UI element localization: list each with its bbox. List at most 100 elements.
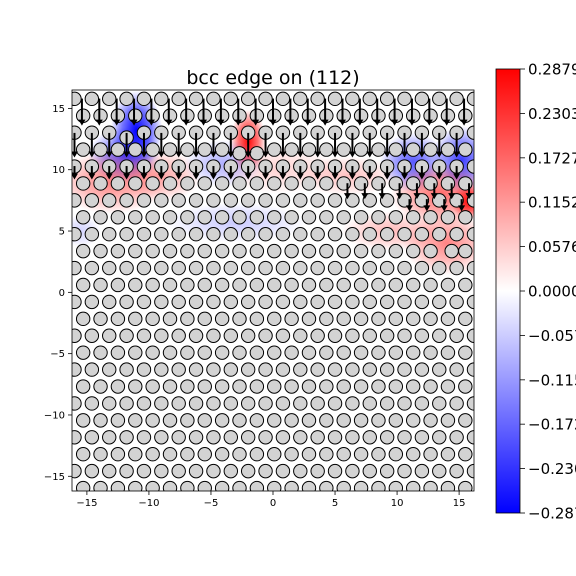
atom [223, 91, 239, 107]
x-tick-label: 15 [453, 498, 466, 509]
atom [379, 227, 395, 242]
atom [336, 345, 351, 360]
atom [102, 260, 117, 276]
atom [388, 447, 404, 462]
atom [379, 193, 395, 208]
atom [197, 176, 212, 191]
atom [75, 447, 91, 462]
colorbar-tick-label: −0.1727 [528, 416, 576, 434]
atom [136, 430, 152, 445]
atom [267, 311, 282, 327]
atom [223, 227, 239, 242]
atom [310, 260, 325, 276]
atom [93, 142, 108, 157]
atom [93, 311, 108, 327]
atom [362, 430, 377, 445]
atom [197, 345, 212, 360]
atom [136, 227, 152, 242]
atom [162, 210, 178, 225]
atom [136, 294, 152, 310]
atom [353, 413, 369, 428]
atom [188, 328, 204, 343]
atom [232, 176, 247, 191]
atom [449, 430, 464, 445]
atom [397, 294, 412, 310]
atom [206, 328, 221, 343]
atom [119, 227, 134, 242]
atom [206, 91, 221, 107]
atom [136, 260, 152, 276]
atom [423, 379, 438, 394]
atom [275, 91, 291, 107]
atom [206, 227, 221, 242]
displacement-arrow-head [418, 173, 426, 180]
atom [476, 312, 489, 325]
atom [371, 243, 386, 259]
atom [162, 379, 178, 394]
atom [284, 210, 299, 225]
atom [267, 447, 282, 462]
atom [197, 447, 212, 462]
atom [423, 413, 438, 428]
atom [449, 294, 464, 310]
atom [72, 328, 82, 343]
atom [249, 146, 265, 161]
atom [449, 362, 464, 377]
displacement-arrow-head [321, 119, 329, 126]
atom [432, 227, 447, 242]
atom [180, 142, 195, 157]
atom [267, 243, 282, 259]
atom [440, 311, 456, 327]
atom [345, 328, 360, 343]
atom [327, 328, 343, 343]
atom [388, 277, 404, 293]
displacement-arrow-head [200, 119, 208, 126]
displacement-arrow-head [435, 173, 443, 180]
atom [110, 176, 126, 191]
atom [128, 447, 143, 462]
atom [319, 176, 334, 191]
atom [440, 447, 456, 462]
atom [180, 447, 195, 462]
atom [240, 227, 256, 242]
displacement-arrow-head [279, 151, 287, 158]
atom [336, 142, 351, 157]
atom [223, 430, 239, 445]
atom [440, 413, 456, 428]
atom [406, 142, 421, 157]
atom [362, 260, 377, 276]
atom [449, 328, 464, 343]
atom [406, 311, 421, 327]
displacement-arrow-head [331, 151, 339, 158]
atom [119, 193, 134, 208]
atom [414, 294, 430, 310]
displacement-arrow-head [314, 173, 322, 180]
colorbar-ticks: 0.2879 0.2303 0.1727 0.1152 0.0576 0.0000 −0.0… [520, 61, 576, 523]
displacement-arrow-head [338, 119, 346, 126]
atom [388, 480, 404, 491]
atom [128, 243, 143, 259]
displacement-arrow-head [72, 173, 78, 180]
atom [136, 396, 152, 411]
displacement-arrow-head [348, 151, 356, 158]
atom [214, 447, 230, 462]
atom [249, 176, 265, 191]
colorbar-tick-label: 0.1152 [528, 194, 576, 212]
atom [336, 447, 351, 462]
displacement-arrow-head [304, 119, 312, 126]
atom [258, 193, 273, 208]
atom [406, 379, 421, 394]
colorbar-tick-label: −0.1152 [528, 371, 576, 389]
atom [180, 277, 195, 293]
atom [423, 311, 438, 327]
atom [180, 345, 195, 360]
atom [102, 193, 117, 208]
y-tick-label: −15 [44, 472, 65, 483]
atom [197, 142, 212, 157]
displacement-arrow-head [209, 151, 217, 158]
colorbar [495, 68, 521, 514]
atom [93, 345, 108, 360]
colorbar-tick-label: −0.2303 [528, 460, 576, 478]
displacement-arrow-head [244, 151, 252, 158]
atom [240, 396, 256, 411]
